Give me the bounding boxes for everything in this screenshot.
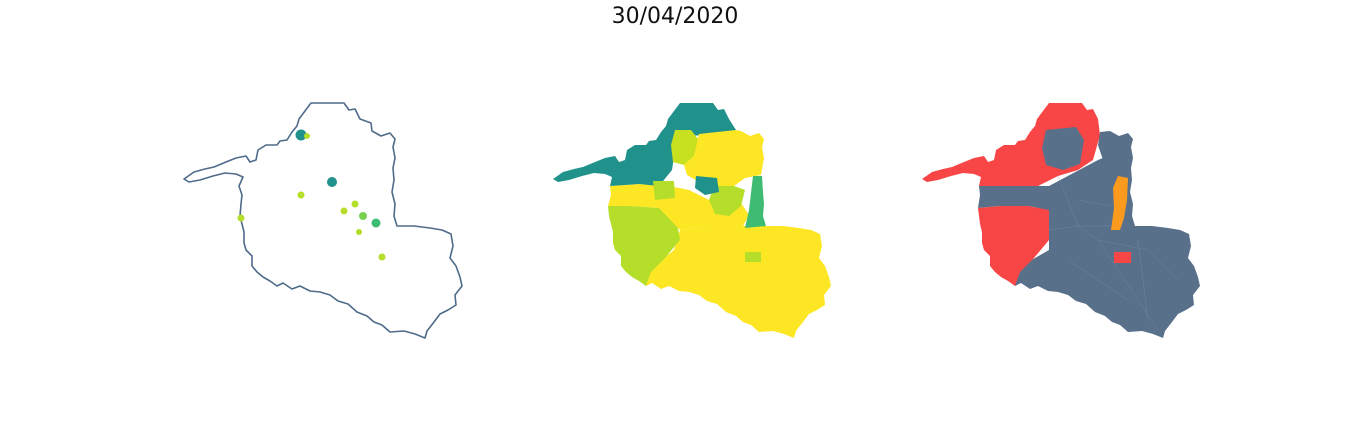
bubble-8: [359, 212, 367, 220]
bubble-5: [237, 214, 245, 222]
bubble-11: [378, 253, 386, 261]
bubble-2: [304, 133, 310, 139]
bubble-6: [351, 200, 359, 208]
region-east-orange: [1111, 176, 1128, 230]
region-west-red: [978, 206, 1049, 286]
bubble-10: [356, 229, 362, 235]
region-west-lime: [608, 206, 680, 286]
state-outline: [183, 102, 463, 339]
region-north-teal: [553, 103, 736, 186]
figure-title: 30/04/2020: [611, 4, 739, 29]
region-east-green: [745, 176, 766, 228]
bubble-4: [297, 191, 305, 199]
region-south-yellow: [641, 226, 831, 338]
bubble-9: [371, 218, 381, 228]
region-central-yellow: [608, 184, 749, 230]
region-northeast-slate: [1098, 131, 1133, 160]
region-small-lime: [653, 181, 675, 200]
region-porto-velho-slate: [1042, 127, 1084, 170]
bubble-7: [340, 207, 348, 215]
bubble-3: [327, 177, 337, 187]
region-small-red: [1114, 252, 1131, 263]
region-west-slate: [978, 186, 1049, 210]
municipal-borders: [1048, 175, 1179, 331]
region-northeast-yellow: [684, 130, 764, 186]
region-porto-velho-lime: [671, 130, 699, 165]
bubble-1: [295, 129, 307, 141]
region-mid-lime: [709, 186, 745, 216]
region-small-teal: [695, 176, 719, 195]
region-small-lime-2: [745, 252, 761, 262]
region-main-slate: [1013, 147, 1200, 338]
